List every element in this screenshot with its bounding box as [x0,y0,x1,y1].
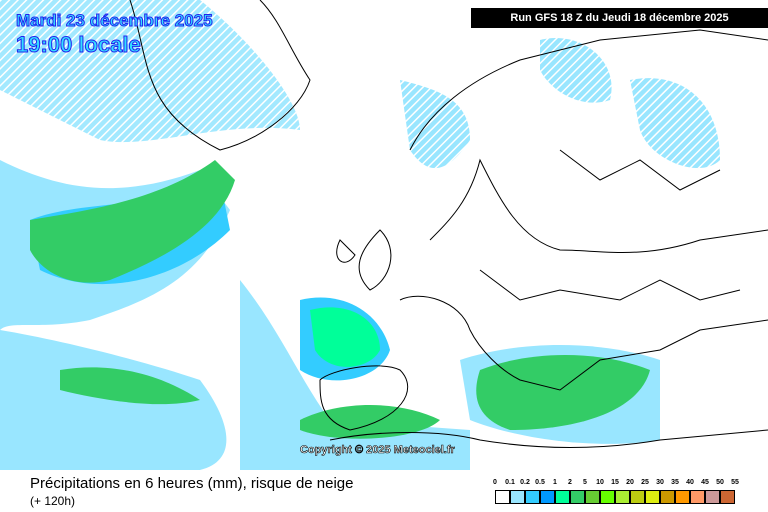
legend-label: 5 [583,479,587,486]
legend-label: 30 [656,479,664,486]
legend-label: 50 [716,479,724,486]
map-title: Précipitations en 6 heures (mm), risque … [30,475,354,492]
legend-label: 10 [596,479,604,486]
legend-swatch [525,490,540,504]
legend-swatch [570,490,585,504]
legend-label: 0.1 [505,479,515,486]
precip-moderate [30,160,650,439]
snow-risk-hatching [0,0,720,169]
copyright: Copyright © 2025 Meteociel.fr [300,444,455,457]
legend-swatch [540,490,555,504]
legend-label: 0.5 [535,479,545,486]
legend-label: 55 [731,479,739,486]
legend-swatch [675,490,690,504]
legend-swatch [600,490,615,504]
legend-swatch [690,490,705,504]
legend-swatch [585,490,600,504]
legend-label: 2 [568,479,572,486]
legend-swatch [630,490,645,504]
legend-label: 20 [626,479,634,486]
legend-swatch [510,490,525,504]
legend-swatch [720,490,735,504]
coastlines [129,0,768,448]
legend-label: 35 [671,479,679,486]
legend-swatch [705,490,720,504]
map-canvas [0,0,768,470]
legend-label: 40 [686,479,694,486]
legend-swatch [645,490,660,504]
forecast-date: Mardi 23 décembre 2025 [16,11,214,31]
precipitation-map: Mardi 23 décembre 2025 19:00 locale Run … [0,0,768,470]
legend-label: 0.2 [520,479,530,486]
legend-label: 0 [493,479,497,486]
lead-time: (+ 120h) [30,494,76,508]
legend-swatch [615,490,630,504]
legend-label: 25 [641,479,649,486]
forecast-time: 19:00 locale [16,32,142,58]
legend-swatch [555,490,570,504]
legend-label: 1 [553,479,557,486]
legend-label: 15 [611,479,619,486]
legend-swatch [495,490,510,504]
legend-label: 45 [701,479,709,486]
legend-swatch [660,490,675,504]
model-run-label: Run GFS 18 Z du Jeudi 18 décembre 2025 [471,8,768,28]
